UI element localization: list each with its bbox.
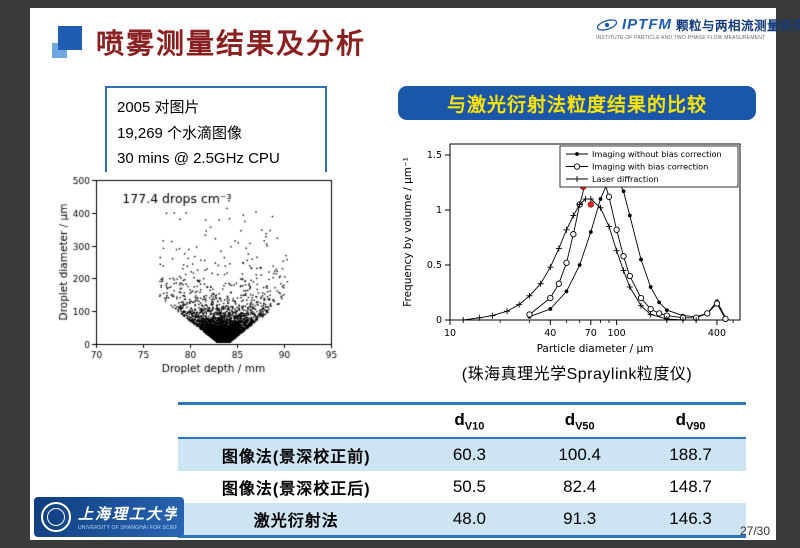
table-cell: 91.3 [563,509,597,528]
comparison-line-chart: 10 40 70 100 400 0 0.5 1 1.5 Particle diameter / … [398,124,756,358]
svg-text:100: 100 [608,328,626,339]
table-header-cell: dV10 [414,403,525,439]
svg-text:Particle diameter / μm: Particle diameter / μm [537,343,654,355]
slide-header: 喷雾测量结果及分析 [52,22,366,62]
instrument-caption: (珠海真理光学Spraylink粒度仪) [461,366,693,383]
svg-text:1: 1 [436,205,442,216]
title-bullet-icon [52,26,82,58]
svg-text:Imaging without bias correctio: Imaging without bias correction [592,149,722,159]
droplet-scatter-canvas [58,172,338,378]
institute-name-en: INSTITUTE OF PARTICLE AND TWO-PHASE FLOW… [596,35,766,41]
svg-text:70: 70 [585,328,597,339]
institute-name-cn: 颗粒与两相流测量研究所 [676,19,800,33]
svg-text:400: 400 [708,328,726,339]
university-name-en: UNIVERSITY OF SHANGHAI FOR SCIENCE AND T… [78,525,177,531]
svg-text:0: 0 [436,315,442,326]
svg-text:0.5: 0.5 [427,260,442,271]
svg-text:Imaging with bias correction: Imaging with bias correction [592,161,708,171]
comparison-banner: 与激光衍射法粒度结果的比较 [398,86,756,120]
table-cell: 82.4 [563,477,597,496]
stats-line-images: 2005 对图片 [117,99,200,116]
svg-text:1.5: 1.5 [427,150,442,161]
table-cell: 146.3 [669,509,712,528]
comparison-line-svg: 10 40 70 100 400 0 0.5 1 1.5 Particle diameter / … [402,143,741,355]
university-logo: 上海理工大学 UNIVERSITY OF SHANGHAI FOR SCIENC… [34,497,184,537]
droplet-scatter-chart [58,172,338,378]
table-row-label: 图像法(景深校正后) [221,481,371,498]
table-cell: 50.5 [452,477,486,496]
table-row: 图像法(景深校正前) 60.3 100.4 188.7 [178,438,746,471]
table-header-row: dV10 dV50 dV90 [178,403,746,439]
svg-text:Laser diffraction: Laser diffraction [592,174,659,184]
institute-acronym: IPTFM [622,16,672,33]
presentation-slide: 喷雾测量结果及分析 IPTFM 颗粒与两相流测量研究所 INSTITUTE OF… [30,8,800,540]
institute-logo: IPTFM 颗粒与两相流测量研究所 INSTITUTE OF PARTICLE … [596,15,800,41]
page-indicator: 27/30 [739,524,770,538]
statistics-box: 2005 对图片 19,269 个水滴图像 30 mins @ 2.5GHz C… [105,86,327,181]
table-row-label: 图像法(景深校正前) [221,449,371,466]
table-header-cell: dV90 [635,403,746,439]
svg-text:Frequency by volume / μm⁻¹: Frequency by volume / μm⁻¹ [402,157,414,307]
table-row: 激光衍射法 48.0 91.3 146.3 [178,503,746,537]
stats-line-droplets: 19,269 个水滴图像 [117,124,243,142]
table-cell: 100.4 [558,445,601,464]
svg-text:10: 10 [444,328,456,339]
university-name-cn: 上海理工大学 [78,505,177,523]
table-cell: 148.7 [669,477,712,496]
table-row-label: 激光衍射法 [253,513,339,530]
table-cell: 60.3 [452,445,486,464]
table-cell: 48.0 [452,509,486,528]
stats-line-cpu: 30 mins @ 2.5GHz CPU [117,150,280,167]
svg-text:40: 40 [544,328,556,339]
table-header-blank [178,403,415,439]
table-cell: 188.7 [669,445,712,464]
table-row: 图像法(景深校正后) 50.5 82.4 148.7 [178,471,746,503]
dv-results-table: dV10 dV50 dV90 图像法(景深校正前) 60.3 100.4 188.7 图像法(… [178,402,746,538]
iptfm-swirl-icon [596,18,618,31]
table-header-cell: dV50 [524,403,636,439]
university-seal-icon [41,502,71,532]
page-title: 喷雾测量结果及分析 [96,28,367,59]
